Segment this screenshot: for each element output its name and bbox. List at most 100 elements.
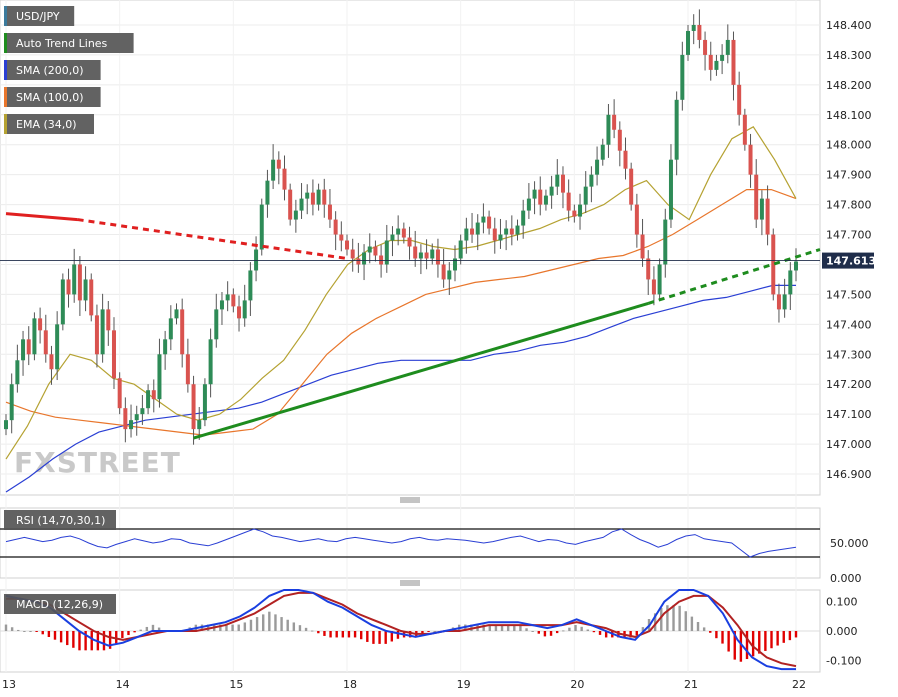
candle — [151, 379, 156, 413]
macd-histogram-bar — [592, 631, 596, 633]
candle — [174, 303, 179, 325]
candle — [686, 24, 691, 61]
price-tick-label: 147.200 — [826, 378, 872, 391]
candle — [4, 414, 8, 436]
macd-histogram-bar — [635, 631, 638, 636]
candle — [60, 273, 65, 331]
macd-histogram-bar — [482, 624, 485, 631]
time-tick-label: 22 — [792, 678, 806, 691]
macd-histogram-bar — [733, 631, 736, 660]
candle — [327, 189, 332, 228]
macd-histogram-bar — [776, 631, 779, 646]
macd-histogram-bar — [262, 614, 265, 631]
candle — [208, 328, 213, 398]
candle — [452, 245, 457, 282]
candle — [612, 99, 617, 139]
macd-histogram-bar — [366, 631, 369, 642]
macd-histogram-bar — [506, 624, 510, 631]
macd-histogram-bar — [617, 631, 620, 638]
macd-histogram-bar — [286, 619, 289, 631]
macd-histogram-bar — [47, 631, 51, 637]
candle — [578, 193, 583, 230]
time-tick-label: 21 — [684, 678, 698, 691]
candle — [538, 176, 543, 216]
sma200-line — [5, 284, 796, 493]
macd-histogram-bar — [384, 631, 387, 644]
macd-histogram-bar — [108, 631, 112, 649]
candle — [83, 266, 88, 312]
candle — [424, 239, 429, 270]
macd-histogram-bar — [531, 631, 534, 632]
candle — [737, 71, 742, 126]
macd-histogram-bar — [494, 624, 498, 631]
macd-histogram-bar — [23, 631, 26, 632]
candle — [464, 217, 469, 254]
macd-histogram-bar — [715, 631, 718, 639]
candle — [776, 283, 781, 323]
macd-histogram-bar — [543, 631, 547, 637]
candle — [708, 41, 713, 81]
candle — [219, 292, 224, 325]
macd-histogram-bar — [4, 624, 8, 631]
candle — [509, 215, 514, 246]
candle — [401, 222, 406, 244]
candle — [185, 338, 190, 393]
candle — [168, 305, 173, 351]
candle — [379, 244, 384, 278]
support-trendline-solid — [193, 301, 649, 440]
time-tick-label: 15 — [229, 678, 243, 691]
candle — [731, 31, 736, 101]
macd-histogram-bar — [145, 626, 149, 631]
candle — [617, 121, 622, 167]
candle — [55, 311, 60, 381]
macd-histogram-bar — [280, 617, 283, 631]
macd-histogram-bar — [702, 627, 706, 631]
macd-histogram-bar — [102, 631, 106, 651]
macd-tick-label: 0.000 — [826, 625, 858, 638]
macd-histogram-bar — [127, 631, 130, 636]
candle — [384, 224, 389, 273]
candle — [663, 208, 668, 278]
candle — [396, 215, 401, 246]
macd-histogram-bar — [433, 631, 436, 632]
candle — [117, 372, 122, 415]
candle — [754, 159, 759, 228]
last-price-tag — [822, 252, 874, 269]
candle — [282, 155, 287, 201]
candle — [367, 233, 372, 264]
time-tick-label: 20 — [570, 678, 584, 691]
macd-histogram-bar — [555, 631, 559, 634]
candle — [526, 183, 531, 219]
price-tick-label: 146.900 — [826, 468, 872, 481]
candle — [316, 183, 321, 211]
macd-histogram-bar — [390, 631, 394, 642]
candle — [720, 44, 725, 75]
macd-histogram-bar — [721, 631, 724, 644]
candle — [390, 226, 395, 257]
candle — [555, 159, 560, 196]
price-tick-label: 148.100 — [826, 109, 872, 122]
macd-histogram-bar — [329, 631, 332, 638]
legend-label: SMA (100,0) — [16, 91, 84, 104]
macd-histogram-bar — [53, 631, 57, 640]
macd-histogram-bar — [317, 631, 320, 634]
candle — [634, 193, 639, 248]
macd-histogram-bar — [219, 624, 222, 631]
candle — [15, 344, 20, 393]
price-tick-label: 147.500 — [826, 288, 872, 301]
candle — [668, 144, 673, 228]
candle — [305, 184, 310, 215]
macd-histogram-bar — [353, 631, 357, 638]
candle — [231, 288, 236, 313]
macd-histogram-bar — [292, 622, 296, 631]
support-trendline-dashed — [647, 248, 821, 305]
candle — [214, 293, 219, 348]
macd-histogram-bar — [255, 617, 259, 631]
macd-histogram-bar — [139, 629, 142, 631]
candle — [299, 183, 304, 219]
candle — [293, 199, 298, 233]
macd-histogram-bar — [372, 631, 375, 644]
macd-histogram-bar — [758, 631, 761, 654]
candle — [350, 238, 355, 272]
macd-histogram-bar — [519, 625, 522, 631]
